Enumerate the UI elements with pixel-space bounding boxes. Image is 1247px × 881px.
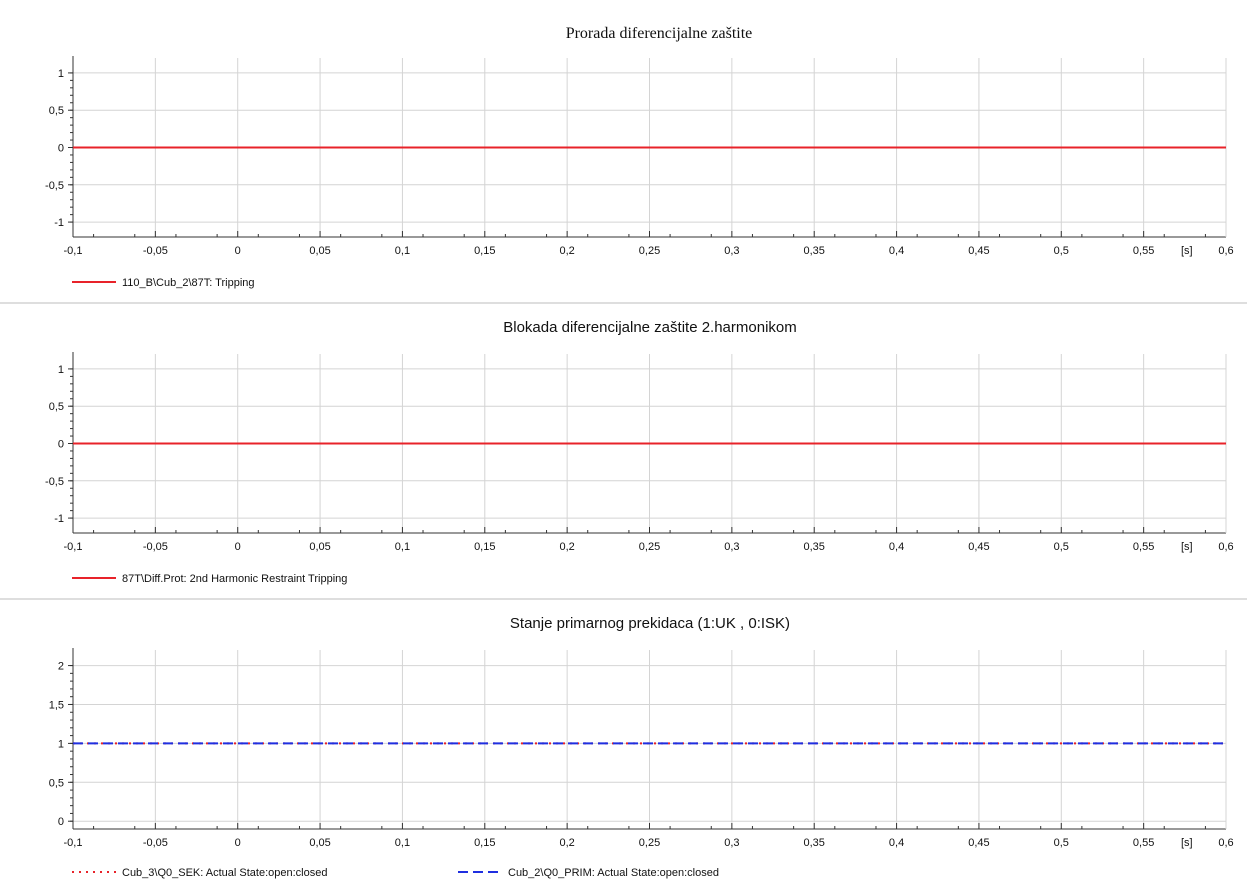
y-tick-label: 0: [58, 816, 64, 828]
y-tick-label: -0,5: [45, 180, 64, 192]
x-tick-label: 0,35: [804, 541, 825, 553]
x-tick-label: 0,3: [724, 837, 739, 849]
plot-area: 1 0,5 0 -0,5 -1 -0,1 -0,05 0 0,05 0,1 0,15 0,2 0,25 0…: [45, 352, 1234, 553]
x-tick-label: 0,2: [559, 541, 574, 553]
legend-label-harmonic: 87T\Diff.Prot: 2nd Harmonic Restraint Tr…: [122, 573, 347, 585]
y-tick-label: 1: [58, 364, 64, 376]
legend-label-q0-prim: Cub_2\Q0_PRIM: Actual State:open:closed: [508, 867, 719, 879]
x-tick-label: 0,35: [804, 837, 825, 849]
y-tick-label: 1,5: [49, 699, 64, 711]
chart-title: Prorada diferencijalne zaštite: [566, 25, 753, 42]
x-tick-label: 0,2: [559, 837, 574, 849]
x-tick-label: 0,45: [968, 541, 989, 553]
y-tick-label: -1: [54, 513, 64, 525]
chart-title: Blokada diferencijalne zaštite 2.harmoni…: [503, 319, 797, 336]
x-tick-label: 0,6: [1218, 837, 1233, 849]
x-tick-label: 0,1: [395, 541, 410, 553]
y-tick-label: 1: [58, 68, 64, 80]
x-tick-label: 0,1: [395, 245, 410, 257]
x-tick-label: 0,15: [474, 541, 495, 553]
plot-area: 21,510,50-0,1 -0,05 0 0,05 0,1 0,15 0,2 0,25 0,3…: [49, 648, 1234, 849]
x-tick-label: 0,4: [889, 837, 904, 849]
x-unit-label: [s]: [1181, 541, 1193, 553]
x-tick-label: 0,25: [639, 541, 660, 553]
x-tick-label: 0,5: [1054, 837, 1069, 849]
x-tick-label: 0: [235, 245, 241, 257]
x-tick-label: 0,3: [724, 245, 739, 257]
x-tick-label: -0,05: [143, 837, 168, 849]
x-unit-label: [s]: [1181, 837, 1193, 849]
x-tick-label: 0,45: [968, 837, 989, 849]
x-tick-label: 0,15: [474, 245, 495, 257]
y-tick-label: 2: [58, 661, 64, 673]
x-tick-label: 0,2: [559, 245, 574, 257]
x-tick-label: 0,5: [1054, 245, 1069, 257]
chart-title: Stanje primarnog prekidaca (1:UK , 0:ISK…: [510, 615, 790, 632]
legend: 110_B\Cub_2\87T: Tripping: [72, 277, 255, 289]
y-tick-label: -1: [54, 217, 64, 229]
x-tick-label: 0,4: [889, 245, 904, 257]
x-tick-label: 0,3: [724, 541, 739, 553]
x-tick-label: 0,25: [639, 837, 660, 849]
x-tick-label: 0,6: [1218, 245, 1233, 257]
x-tick-label: 0,25: [639, 245, 660, 257]
legend: 87T\Diff.Prot: 2nd Harmonic Restraint Tr…: [72, 573, 347, 585]
x-tick-label: 0,05: [309, 541, 330, 553]
x-tick-label: -0,05: [143, 245, 168, 257]
legend: Cub_3\Q0_SEK: Actual State:open:closed C…: [72, 867, 719, 879]
x-tick-label: 0,35: [804, 245, 825, 257]
x-tick-label: 0,4: [889, 541, 904, 553]
x-tick-label: -0,1: [64, 837, 83, 849]
x-tick-label: 0,05: [309, 837, 330, 849]
legend-label-tripping: 110_B\Cub_2\87T: Tripping: [122, 277, 255, 289]
x-tick-label: -0,1: [64, 245, 83, 257]
x-tick-label: 0,15: [474, 837, 495, 849]
x-tick-label: 0,1: [395, 837, 410, 849]
chart-blokada: Blokada diferencijalne zaštite 2.harmoni…: [45, 319, 1234, 585]
x-tick-label: 0: [235, 541, 241, 553]
x-tick-label: 0,05: [309, 245, 330, 257]
y-tick-label: 0: [58, 439, 64, 451]
x-tick-label: 0,55: [1133, 245, 1154, 257]
chart-stanje: Stanje primarnog prekidaca (1:UK , 0:ISK…: [49, 615, 1234, 879]
y-tick-label: -0,5: [45, 476, 64, 488]
chart-prorada: Prorada diferencijalne zaštite 1 0,5 0 -0,5…: [45, 25, 1234, 289]
x-unit-label: [s]: [1181, 245, 1193, 257]
x-tick-label: 0,55: [1133, 837, 1154, 849]
x-tick-label: 0,5: [1054, 541, 1069, 553]
y-tick-label: 0,5: [49, 105, 64, 117]
x-tick-label: 0,6: [1218, 541, 1233, 553]
x-tick-label: 0: [235, 837, 241, 849]
legend-label-q0-sek: Cub_3\Q0_SEK: Actual State:open:closed: [122, 867, 327, 879]
x-tick-label: 0,45: [968, 245, 989, 257]
y-tick-label: 0: [58, 143, 64, 155]
y-tick-label: 1: [58, 738, 64, 750]
y-tick-label: 0,5: [49, 401, 64, 413]
y-tick-label: 0,5: [49, 777, 64, 789]
x-tick-label: -0,1: [64, 541, 83, 553]
x-tick-label: -0,05: [143, 541, 168, 553]
x-tick-label: 0,55: [1133, 541, 1154, 553]
plot-area: 1 0,5 0 -0,5 -1 -0,1 -0,05 0 0,05 0,1 0,15 0,2 0,25 0…: [45, 56, 1234, 257]
